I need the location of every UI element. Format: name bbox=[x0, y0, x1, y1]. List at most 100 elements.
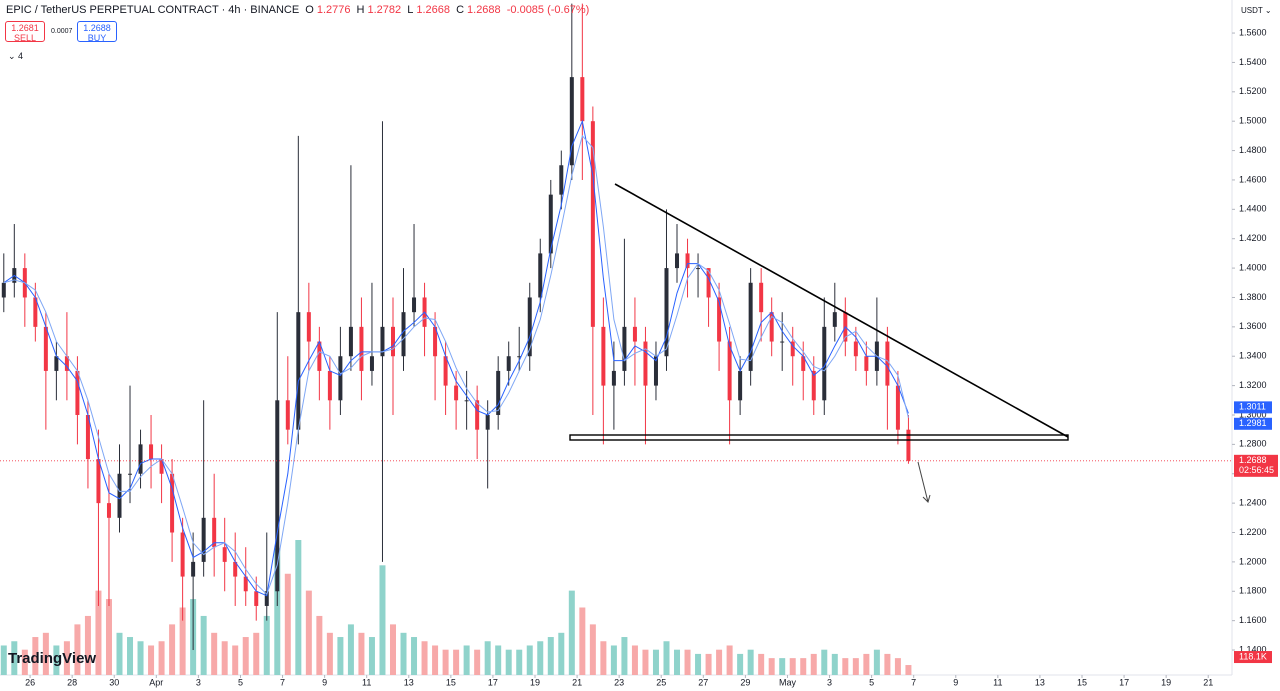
candle-body bbox=[748, 282, 753, 371]
candle-body bbox=[517, 356, 522, 358]
buy-button[interactable]: 1.2688 BUY bbox=[77, 21, 117, 43]
volume-bar bbox=[63, 641, 70, 675]
candle-body bbox=[696, 268, 701, 270]
y-tick-label: 1.1400 bbox=[1239, 644, 1267, 654]
volume-bar bbox=[295, 540, 302, 675]
volume-bar bbox=[432, 645, 439, 675]
volume-bar bbox=[505, 649, 512, 675]
symbol-header: EPIC / TetherUS PERPETUAL CONTRACT · 4h … bbox=[6, 4, 592, 16]
volume-bar bbox=[831, 653, 838, 675]
x-tick-label: 9 bbox=[322, 677, 327, 687]
volume-bar bbox=[411, 637, 418, 675]
indicators-toggle[interactable]: ⌄ 4 bbox=[8, 51, 24, 61]
y-tick-label: 1.5000 bbox=[1239, 116, 1267, 126]
x-tick-label: 23 bbox=[614, 677, 624, 687]
candle-body bbox=[128, 473, 133, 475]
candle-body bbox=[601, 326, 606, 386]
ohlc-label: C bbox=[456, 4, 465, 16]
y-tick-label: 1.2000 bbox=[1239, 556, 1267, 566]
candle-body bbox=[822, 326, 827, 401]
volume-bar bbox=[621, 637, 628, 675]
candle-body bbox=[201, 517, 206, 562]
x-tick-label: 19 bbox=[530, 677, 540, 687]
x-tick-label: 5 bbox=[238, 677, 243, 687]
volume-label: 118.1K bbox=[1239, 651, 1267, 661]
candle-body bbox=[380, 326, 385, 357]
volume-bar bbox=[232, 645, 239, 675]
x-tick-label: 17 bbox=[488, 677, 498, 687]
volume-bar bbox=[148, 645, 155, 675]
volume-bar bbox=[568, 590, 575, 675]
volume-bar bbox=[74, 624, 81, 675]
symbol[interactable]: EPIC / TetherUS PERPETUAL CONTRACT · 4h … bbox=[6, 4, 300, 16]
candle-body bbox=[264, 591, 269, 606]
candle-body bbox=[738, 370, 743, 401]
volume-bar bbox=[726, 645, 733, 675]
volume-bar bbox=[894, 658, 901, 675]
y-tick-label: 1.4400 bbox=[1239, 204, 1267, 214]
volume-bar bbox=[705, 653, 712, 675]
candle-body bbox=[180, 532, 185, 577]
y-tick-label: 1.4000 bbox=[1239, 262, 1267, 272]
candle-body bbox=[454, 385, 459, 401]
y-tick-label: 1.2200 bbox=[1239, 527, 1267, 537]
logo-text: TradingView bbox=[8, 650, 97, 667]
countdown: 02:56:45 bbox=[1239, 465, 1274, 475]
y-tick-label: 1.3800 bbox=[1239, 292, 1267, 302]
ma-price-label: 1.2981 bbox=[1239, 418, 1267, 428]
y-tick-label: 1.2800 bbox=[1239, 439, 1267, 449]
x-tick-label: 13 bbox=[1035, 677, 1045, 687]
currency-select[interactable]: USDT ⌄ bbox=[1241, 6, 1272, 15]
candle-body bbox=[33, 297, 38, 327]
candle-body bbox=[622, 326, 627, 371]
volume-bar bbox=[221, 641, 228, 675]
change: -0.0085 (-0.67%) bbox=[506, 4, 590, 16]
y-tick-label: 1.3000 bbox=[1239, 409, 1267, 419]
last-price-tag bbox=[1234, 454, 1278, 477]
candle-body bbox=[412, 297, 417, 313]
volume-bar bbox=[442, 649, 449, 675]
sell-button[interactable]: 1.2681 SELL bbox=[5, 21, 45, 43]
candle-body bbox=[212, 517, 217, 548]
volume-bar bbox=[631, 645, 638, 675]
volume-bar bbox=[800, 658, 807, 675]
volume-bar bbox=[379, 565, 386, 675]
volume-bar bbox=[127, 637, 134, 675]
x-tick-label: 25 bbox=[656, 677, 666, 687]
y-tick-label: 1.3400 bbox=[1239, 351, 1267, 361]
y-tick-label: 1.3600 bbox=[1239, 321, 1267, 331]
candle-body bbox=[590, 121, 595, 327]
candle-body bbox=[106, 503, 111, 518]
candle-body bbox=[885, 341, 890, 386]
candle-body bbox=[538, 253, 543, 298]
candle-body bbox=[853, 341, 858, 357]
y-tick-label: 1.1800 bbox=[1239, 586, 1267, 596]
ma-price-tag bbox=[1234, 401, 1272, 414]
candle-body bbox=[243, 576, 248, 592]
x-tick-label: 17 bbox=[1119, 677, 1129, 687]
candle-body bbox=[506, 356, 511, 371]
x-tick-label: 9 bbox=[953, 677, 958, 687]
y-tick-label: 1.4600 bbox=[1239, 174, 1267, 184]
candle-body bbox=[864, 356, 869, 371]
candle-body bbox=[464, 400, 469, 402]
candle-body bbox=[527, 297, 532, 357]
volume-bar bbox=[821, 649, 828, 675]
volume-bar bbox=[200, 615, 207, 675]
volume-bar bbox=[21, 649, 28, 675]
volume-bar bbox=[516, 649, 523, 675]
candle-body bbox=[85, 414, 90, 460]
x-tick-label: 27 bbox=[698, 677, 708, 687]
volume-bar bbox=[589, 624, 596, 675]
candle-body bbox=[475, 400, 480, 430]
ohlc-label: L bbox=[407, 4, 414, 16]
candle-body bbox=[296, 312, 301, 430]
candle-body bbox=[327, 370, 332, 401]
support-zone bbox=[569, 434, 1069, 441]
candle-body bbox=[285, 400, 290, 430]
volume-bar bbox=[179, 607, 186, 675]
volume-bar bbox=[137, 641, 144, 675]
candle-body bbox=[485, 414, 490, 430]
candle-body bbox=[275, 400, 280, 592]
